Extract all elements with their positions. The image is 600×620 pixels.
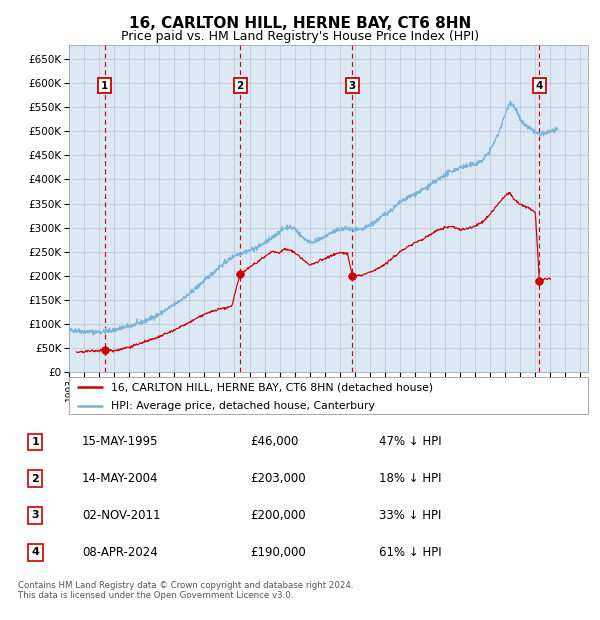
Text: 33% ↓ HPI: 33% ↓ HPI bbox=[379, 509, 441, 522]
Text: £200,000: £200,000 bbox=[251, 509, 306, 522]
Text: £46,000: £46,000 bbox=[251, 435, 299, 448]
Text: 14-MAY-2004: 14-MAY-2004 bbox=[82, 472, 158, 485]
Text: 2: 2 bbox=[236, 81, 244, 91]
Text: £190,000: £190,000 bbox=[251, 546, 307, 559]
Text: Price paid vs. HM Land Registry's House Price Index (HPI): Price paid vs. HM Land Registry's House … bbox=[121, 30, 479, 43]
Text: HPI: Average price, detached house, Canterbury: HPI: Average price, detached house, Cant… bbox=[110, 401, 374, 411]
Text: 4: 4 bbox=[536, 81, 543, 91]
Text: £203,000: £203,000 bbox=[251, 472, 306, 485]
Text: 47% ↓ HPI: 47% ↓ HPI bbox=[379, 435, 441, 448]
Text: Contains HM Land Registry data © Crown copyright and database right 2024.
This d: Contains HM Land Registry data © Crown c… bbox=[18, 581, 353, 600]
Text: 1: 1 bbox=[31, 437, 39, 447]
Text: 3: 3 bbox=[349, 81, 356, 91]
Text: 16, CARLTON HILL, HERNE BAY, CT6 8HN (detached house): 16, CARLTON HILL, HERNE BAY, CT6 8HN (de… bbox=[110, 383, 433, 392]
Text: 15-MAY-1995: 15-MAY-1995 bbox=[82, 435, 158, 448]
Text: 3: 3 bbox=[31, 510, 39, 520]
Text: 2: 2 bbox=[31, 474, 39, 484]
Text: 4: 4 bbox=[31, 547, 39, 557]
Text: 61% ↓ HPI: 61% ↓ HPI bbox=[379, 546, 441, 559]
Text: 18% ↓ HPI: 18% ↓ HPI bbox=[379, 472, 441, 485]
Text: 16, CARLTON HILL, HERNE BAY, CT6 8HN: 16, CARLTON HILL, HERNE BAY, CT6 8HN bbox=[129, 16, 471, 30]
Text: 08-APR-2024: 08-APR-2024 bbox=[82, 546, 158, 559]
Text: 1: 1 bbox=[101, 81, 108, 91]
Text: 02-NOV-2011: 02-NOV-2011 bbox=[82, 509, 160, 522]
